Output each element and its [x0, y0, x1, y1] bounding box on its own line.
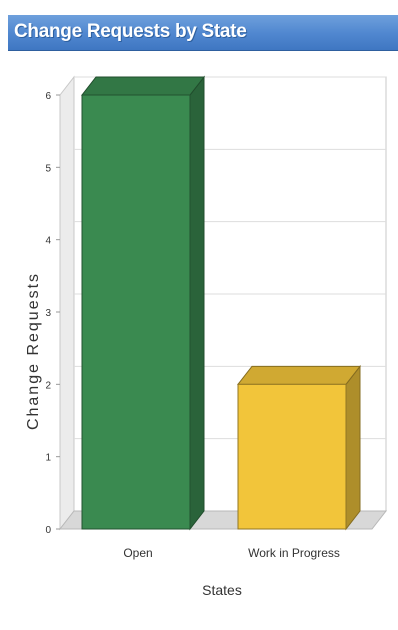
x-axis-ticks: Open Work in Progress — [123, 546, 340, 560]
bar-top — [80, 76, 206, 96]
bar-chart: 0 1 2 3 4 5 6 Open Work in Progress Change Requ… — [25, 75, 388, 598]
y-axis-label: Change Requests — [25, 272, 42, 430]
widget-title-bar: Change Requests by State — [8, 15, 398, 51]
y-tick-label: 4 — [45, 236, 51, 247]
y-tick-label: 3 — [45, 308, 51, 319]
widget-title: Change Requests by State — [14, 21, 247, 42]
x-tick-label: Work in Progress — [248, 546, 340, 560]
chart-area: 0 1 2 3 4 5 6 Open Work in Progress Change Requ… — [0, 51, 398, 630]
bar — [81, 94, 191, 530]
bar-top — [236, 365, 362, 385]
y-tick-label: 6 — [45, 91, 51, 102]
y-tick-label: 2 — [45, 380, 51, 391]
y-tick-label: 0 — [45, 525, 51, 536]
x-tick-label: Open — [123, 546, 152, 560]
y-tick-label: 5 — [45, 163, 51, 174]
bar-side — [189, 75, 205, 531]
bar-group — [80, 75, 362, 531]
x-axis-label: States — [202, 582, 242, 598]
y-tick-label: 1 — [45, 453, 51, 464]
chart-side-wall — [59, 75, 75, 531]
bar — [237, 383, 347, 530]
y-axis-ticks: 0 1 2 3 4 5 6 — [45, 91, 60, 536]
bar-side — [345, 364, 361, 531]
